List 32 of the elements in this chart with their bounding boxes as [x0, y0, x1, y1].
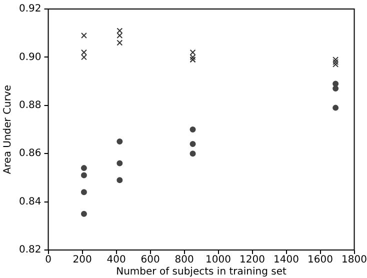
y-tick-label: 0.86 [19, 148, 42, 160]
point [190, 150, 196, 157]
point [80, 165, 87, 172]
point [190, 126, 196, 132]
point [116, 160, 123, 166]
x-tick-label: 1400 [274, 254, 299, 266]
point [116, 138, 123, 145]
x-tick-label: 800 [174, 254, 194, 266]
x-tick-label: 600 [140, 254, 160, 266]
x-axis-title: Number of subjects in training set [116, 266, 286, 278]
point [116, 177, 123, 184]
point [332, 104, 339, 111]
point [80, 32, 87, 38]
x-tick-label: 1000 [206, 254, 231, 266]
y-tick-label: 0.82 [19, 244, 42, 256]
x-tick-label: 1800 [342, 254, 367, 266]
point [190, 140, 196, 147]
point [80, 210, 87, 217]
y-tick-label: 0.88 [19, 100, 42, 111]
y-tick-label: 0.92 [19, 4, 42, 15]
x-tick-label: 1600 [308, 254, 333, 266]
point [332, 86, 339, 92]
y-axis-title: Area Under Curve [2, 84, 14, 174]
x-tick-label: 1200 [240, 254, 265, 266]
point [332, 59, 339, 65]
x-tick-label: 200 [72, 254, 92, 266]
y-tick-label: 0.84 [19, 196, 42, 208]
y-tick-label: 0.90 [19, 52, 42, 63]
point [80, 189, 87, 196]
x-tick-label: 400 [106, 254, 126, 266]
x-tick-label: 0 [45, 254, 52, 266]
point [80, 172, 87, 178]
